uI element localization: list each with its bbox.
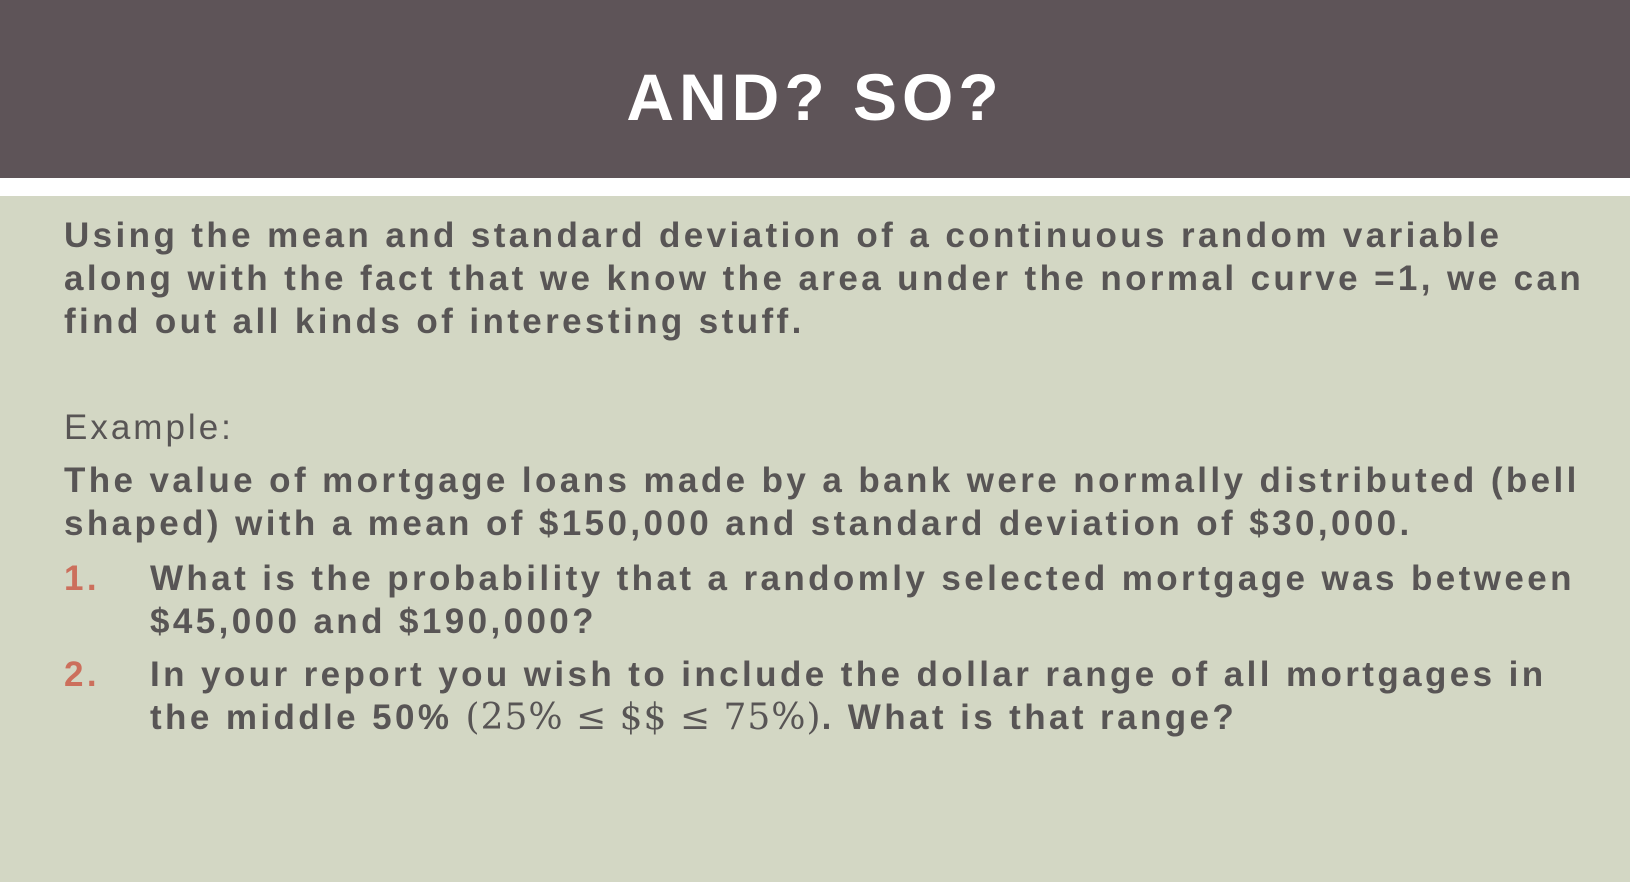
question-text-before: In your report you wish to include the d…: [150, 655, 1547, 737]
question-number: 2.: [64, 655, 100, 694]
question-item: 1. What is the probability that a random…: [64, 557, 1604, 643]
question-text: What is the probability that a randomly …: [150, 559, 1575, 641]
intro-paragraph: Using the mean and standard deviation of…: [64, 216, 1585, 341]
example-paragraph: The value of mortgage loans made by a ba…: [64, 461, 1580, 543]
question-text-after: . What is that range?: [821, 698, 1238, 737]
example-label: Example:: [64, 408, 234, 447]
question-text: In your report you wish to include the d…: [150, 653, 1604, 739]
math-expression: (25% ≤ $$ ≤ 75%): [465, 697, 822, 738]
question-number: 1.: [64, 559, 100, 598]
slide-title: AND? SO?: [626, 60, 1004, 134]
question-list: 1. What is the probability that a random…: [64, 557, 1604, 739]
slide-content: Using the mean and standard deviation of…: [64, 214, 1604, 749]
question-item: 2. In your report you wish to include th…: [64, 653, 1604, 739]
title-bar: AND? SO?: [0, 0, 1630, 178]
divider-stripe: [0, 178, 1630, 196]
